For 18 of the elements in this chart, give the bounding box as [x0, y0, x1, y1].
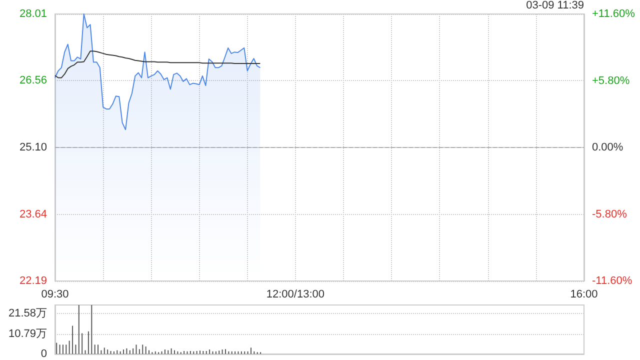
y-tick-label: 23.64 [19, 208, 47, 220]
y2-tick-label: -11.60% [592, 275, 632, 287]
y2-tick-label: +5.80% [592, 74, 630, 87]
line-series [54, 50, 261, 78]
y-tick-label: 22.19 [19, 275, 47, 287]
y-tick-label: 25.10 [19, 142, 47, 154]
y2-tick-label: 0.00% [592, 142, 624, 154]
x-tick-label: 09:30 [41, 288, 69, 300]
y-tick-label: 21.58万 [8, 308, 47, 320]
text: 03-09 11:39 [526, 0, 584, 12]
y2-tick-label: -5.80% [592, 208, 628, 220]
y2-tick-label: +11.60% [592, 8, 636, 20]
y-tick-label: 10.79万 [8, 328, 47, 340]
y-tick-label: 28.01 [19, 8, 47, 20]
y-tick-label: 26.56 [19, 74, 47, 87]
x-tick-label: 12:00/13:00 [266, 288, 325, 300]
x-tick-label: 16:00 [570, 288, 598, 300]
y-tick-label: 0 [40, 348, 47, 360]
